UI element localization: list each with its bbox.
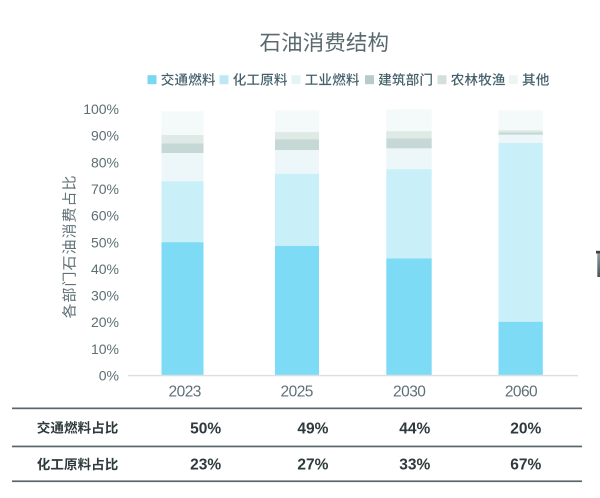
svg-text:30%: 30% [91,288,119,304]
svg-text:80%: 80% [91,154,119,170]
svg-text:20%: 20% [510,420,541,437]
svg-text:2025: 2025 [281,383,313,400]
svg-text:2030: 2030 [393,383,426,400]
svg-text:44%: 44% [399,420,430,437]
svg-text:60%: 60% [91,208,119,224]
svg-text:2060: 2060 [505,383,538,400]
svg-text:2023: 2023 [169,383,201,400]
svg-text:50%: 50% [190,420,221,437]
svg-text:90%: 90% [91,128,119,144]
svg-text:20%: 20% [91,314,119,330]
svg-text:70%: 70% [91,181,119,197]
svg-text:33%: 33% [399,457,430,474]
svg-text:49%: 49% [297,420,328,437]
svg-text:10%: 10% [91,341,119,357]
svg-text:67%: 67% [510,457,541,474]
svg-text:50%: 50% [91,234,119,250]
svg-text:40%: 40% [91,261,119,277]
svg-text:27%: 27% [297,457,328,474]
svg-text:100%: 100% [83,101,119,117]
svg-text:23%: 23% [190,457,221,474]
svg-text:0%: 0% [99,368,119,384]
